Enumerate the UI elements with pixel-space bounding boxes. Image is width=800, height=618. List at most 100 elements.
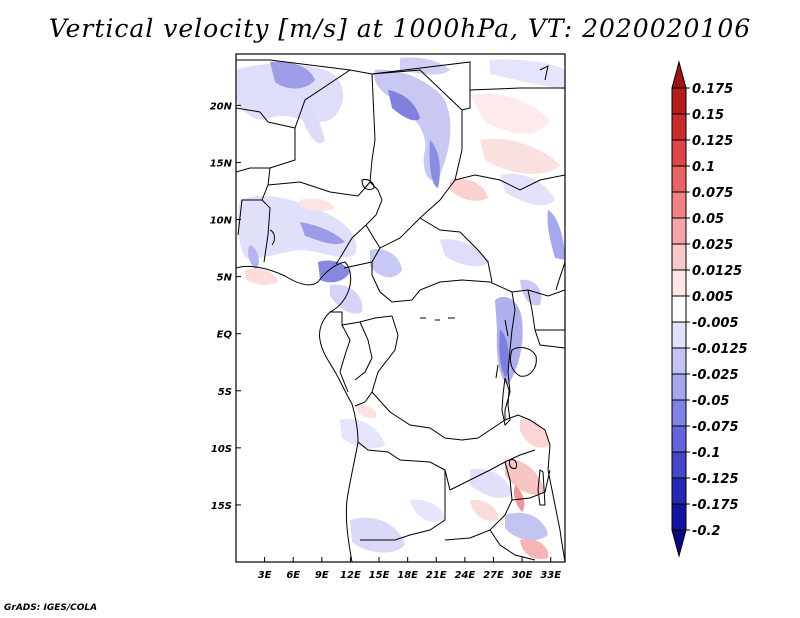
field-patch-pos bbox=[470, 499, 499, 521]
colorbar-label: 0.005 bbox=[692, 290, 733, 305]
colorbar-label: -0.1 bbox=[692, 446, 720, 461]
velocity-field bbox=[236, 57, 565, 560]
colorbar-label: -0.025 bbox=[692, 368, 739, 383]
x-tick-label: 9E bbox=[315, 570, 329, 581]
y-tick-label: EQ bbox=[217, 330, 233, 341]
border bbox=[449, 449, 536, 491]
x-tick-label: 33E bbox=[540, 570, 561, 581]
colorbar-label: -0.05 bbox=[692, 394, 729, 409]
x-tick-label: 27E bbox=[483, 570, 504, 581]
field-patch-neg bbox=[248, 245, 259, 270]
field-patch-pos bbox=[355, 404, 377, 419]
border bbox=[454, 174, 565, 191]
field-patch-neg bbox=[499, 330, 509, 378]
lake-albert bbox=[504, 319, 509, 337]
y-axis: 20N 15N 10N 5N EQ 5S 10S 15S bbox=[210, 101, 241, 512]
field-patch-neg bbox=[237, 195, 357, 259]
field-patch-neg bbox=[470, 468, 512, 498]
field-patch-neg bbox=[400, 57, 450, 75]
colorbar-label: 0.05 bbox=[692, 212, 724, 227]
colorbar-swatch bbox=[671, 191, 687, 219]
lake-malawi bbox=[537, 469, 546, 506]
colorbar-swatch bbox=[671, 425, 687, 453]
field-patch-neg bbox=[300, 90, 325, 144]
field-patch-neg bbox=[300, 222, 345, 245]
colorbar-swatch bbox=[671, 165, 687, 193]
coastline-east-africa bbox=[555, 261, 565, 291]
colorbar-swatch bbox=[671, 113, 687, 141]
border bbox=[469, 87, 565, 108]
field-patch-neg bbox=[236, 63, 344, 123]
colorbar-swatch bbox=[671, 399, 687, 427]
x-axis: 3E 6E 9E 12E 15E 18E 21E 24E 27E 30E 33E bbox=[258, 557, 561, 581]
colorbar-label: -0.0125 bbox=[692, 342, 748, 357]
plot-frame bbox=[235, 53, 566, 563]
field-patch-pos bbox=[245, 268, 278, 285]
colorbar-bottom-triangle bbox=[671, 529, 687, 558]
field-patch-neg bbox=[495, 296, 523, 385]
river-congo bbox=[420, 317, 455, 321]
field-patch-neg bbox=[330, 284, 363, 314]
colorbar: 0.175 0.15 0.125 0.1 0.075 0.05 0.025 0.0125 0.0… bbox=[671, 60, 748, 558]
lake-chad bbox=[361, 179, 375, 191]
colorbar-swatch bbox=[671, 373, 687, 401]
lake-volta bbox=[269, 229, 275, 246]
border bbox=[339, 324, 351, 393]
colorbar-swatch bbox=[671, 217, 687, 245]
field-patch-pos bbox=[300, 198, 335, 212]
border bbox=[261, 199, 271, 263]
x-tick-label: 6E bbox=[286, 570, 300, 581]
field-patch-neg bbox=[429, 140, 440, 188]
y-tick-label: 15N bbox=[210, 158, 233, 169]
y-tick-label: 15S bbox=[211, 501, 232, 512]
y-tick-label: 5S bbox=[218, 387, 232, 398]
colorbar-swatch bbox=[671, 477, 687, 505]
country-borders bbox=[236, 59, 565, 562]
colorbar-label: 0.0125 bbox=[692, 264, 742, 279]
colorbar-label: 0.125 bbox=[692, 134, 733, 149]
field-patch-neg bbox=[388, 90, 420, 121]
border bbox=[511, 469, 551, 501]
lake-kivu bbox=[495, 364, 499, 379]
colorbar-label: 0.175 bbox=[692, 82, 733, 97]
colorbar-label: 0.025 bbox=[692, 238, 733, 253]
x-tick-label: 21E bbox=[426, 570, 447, 581]
colorbar-swatch bbox=[671, 269, 687, 297]
x-tick-label: 12E bbox=[340, 570, 361, 581]
colorbar-label: 0.1 bbox=[692, 160, 715, 175]
field-patch-pos bbox=[480, 138, 560, 175]
border bbox=[236, 69, 351, 129]
field-patch-neg bbox=[350, 517, 405, 553]
border bbox=[267, 73, 376, 197]
field-patch-neg bbox=[370, 249, 402, 278]
y-tick-label: 10S bbox=[211, 444, 232, 455]
colorbar-top-triangle bbox=[671, 60, 687, 89]
colorbar-swatch bbox=[671, 321, 687, 349]
y-tick-label: 20N bbox=[210, 101, 233, 112]
border bbox=[360, 470, 446, 541]
lake-victoria bbox=[509, 347, 537, 377]
colorbar-label: -0.005 bbox=[692, 316, 739, 331]
border bbox=[489, 529, 536, 561]
colorbar-label: 0.075 bbox=[692, 186, 733, 201]
border bbox=[236, 128, 296, 173]
colorbar-swatch bbox=[671, 295, 687, 323]
lake-turkana bbox=[539, 65, 549, 81]
field-patch-neg bbox=[490, 59, 565, 90]
coastline-mozambique bbox=[547, 469, 565, 562]
field-patch-pos bbox=[520, 539, 549, 560]
border bbox=[354, 315, 399, 407]
colorbar-label: -0.175 bbox=[692, 498, 739, 513]
field-patch-pos bbox=[520, 419, 550, 448]
x-tick-label: 24E bbox=[454, 570, 475, 581]
field-patch-neg bbox=[500, 173, 555, 206]
colorbar-swatch bbox=[671, 139, 687, 167]
field-patch-neg bbox=[520, 279, 542, 306]
colorbar-label: -0.075 bbox=[692, 420, 739, 435]
colorbar-swatch bbox=[671, 243, 687, 271]
colorbar-label: -0.125 bbox=[692, 472, 739, 487]
field-patch-neg bbox=[318, 260, 350, 283]
border bbox=[357, 441, 451, 491]
coastline-west-africa bbox=[236, 261, 359, 562]
field-patch-pos bbox=[450, 179, 488, 201]
